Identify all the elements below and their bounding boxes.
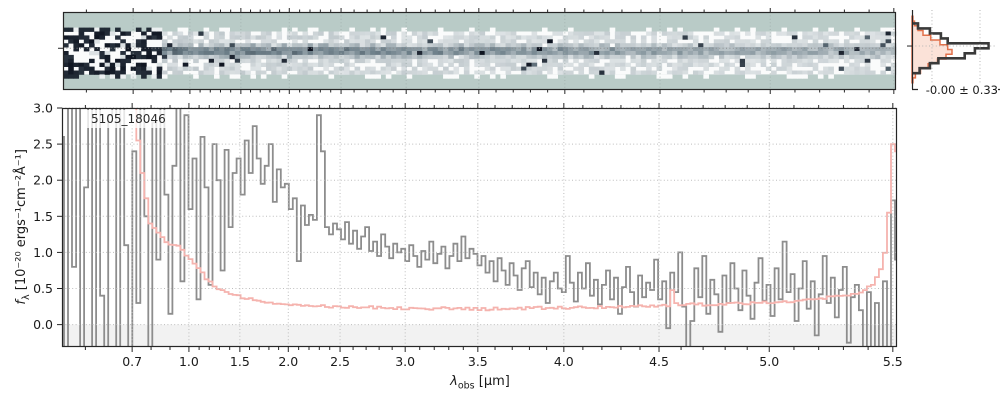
histogram-data-series xyxy=(912,22,990,75)
x-axis-units: [μm] xyxy=(474,374,510,389)
pixel-histogram-panel xyxy=(911,15,990,84)
x-tick-label: 2.0 xyxy=(278,354,298,369)
2d-noise-cells xyxy=(63,27,897,79)
hist-gridlines xyxy=(912,10,997,89)
main-spines xyxy=(61,107,898,348)
y-tick-label: 0.0 xyxy=(33,317,53,332)
2d-ticks xyxy=(58,8,895,94)
error-series xyxy=(131,108,897,312)
x-tick-label: 5.5 xyxy=(883,354,903,369)
source-id-label: 5105_18046 xyxy=(84,110,173,128)
y-tick-label: 2.0 xyxy=(33,173,53,188)
x-tick-label: 3.0 xyxy=(395,354,415,369)
x-tick-label: 1.0 xyxy=(179,354,199,369)
main-ticks: 0.7 1.0 1.5 2.0 2.5 3.0 3.5 4.0 4.5 5.0 5.5 0.0 0.5 1… xyxy=(33,101,903,370)
x-axis-symbol: λ xyxy=(450,374,458,389)
y-tick-label: 1.0 xyxy=(33,245,53,260)
y-tick-label: 0.5 xyxy=(33,281,53,296)
x-tick-label: 3.5 xyxy=(468,354,488,369)
2d-spines xyxy=(62,11,897,91)
y-tick-label: 3.0 xyxy=(33,101,53,116)
spectrum-1d-panel xyxy=(62,108,897,347)
x-tick-label: 1.5 xyxy=(230,354,250,369)
x-tick-label: 2.5 xyxy=(330,354,350,369)
main-gridlines xyxy=(62,107,897,347)
y-tick-label: 1.5 xyxy=(33,209,53,224)
y-axis-symbol: f xyxy=(14,299,30,305)
2d-gridlines xyxy=(63,12,896,90)
histogram-stats-label: -0.00 ± 0.33 xyxy=(918,83,998,97)
y-axis-symbol-sub: λ xyxy=(20,294,32,300)
x-tick-label: 5.0 xyxy=(759,354,779,369)
flux-series xyxy=(62,108,897,347)
x-tick-label: 4.5 xyxy=(649,354,669,369)
x-tick-label: 4.0 xyxy=(554,354,574,369)
y-axis-label: fλ [10⁻²⁰ ergs⁻¹cm⁻²Å⁻¹] xyxy=(14,107,32,347)
x-tick-label: 0.7 xyxy=(122,354,142,369)
x-axis-symbol-sub: obs xyxy=(457,380,475,392)
y-axis-units: [10⁻²⁰ ergs⁻¹cm⁻²Å⁻¹] xyxy=(14,149,30,295)
x-axis-label: λobs [μm] xyxy=(0,374,960,392)
below-zero-shade xyxy=(62,324,897,347)
y-tick-label: 2.5 xyxy=(33,137,53,152)
